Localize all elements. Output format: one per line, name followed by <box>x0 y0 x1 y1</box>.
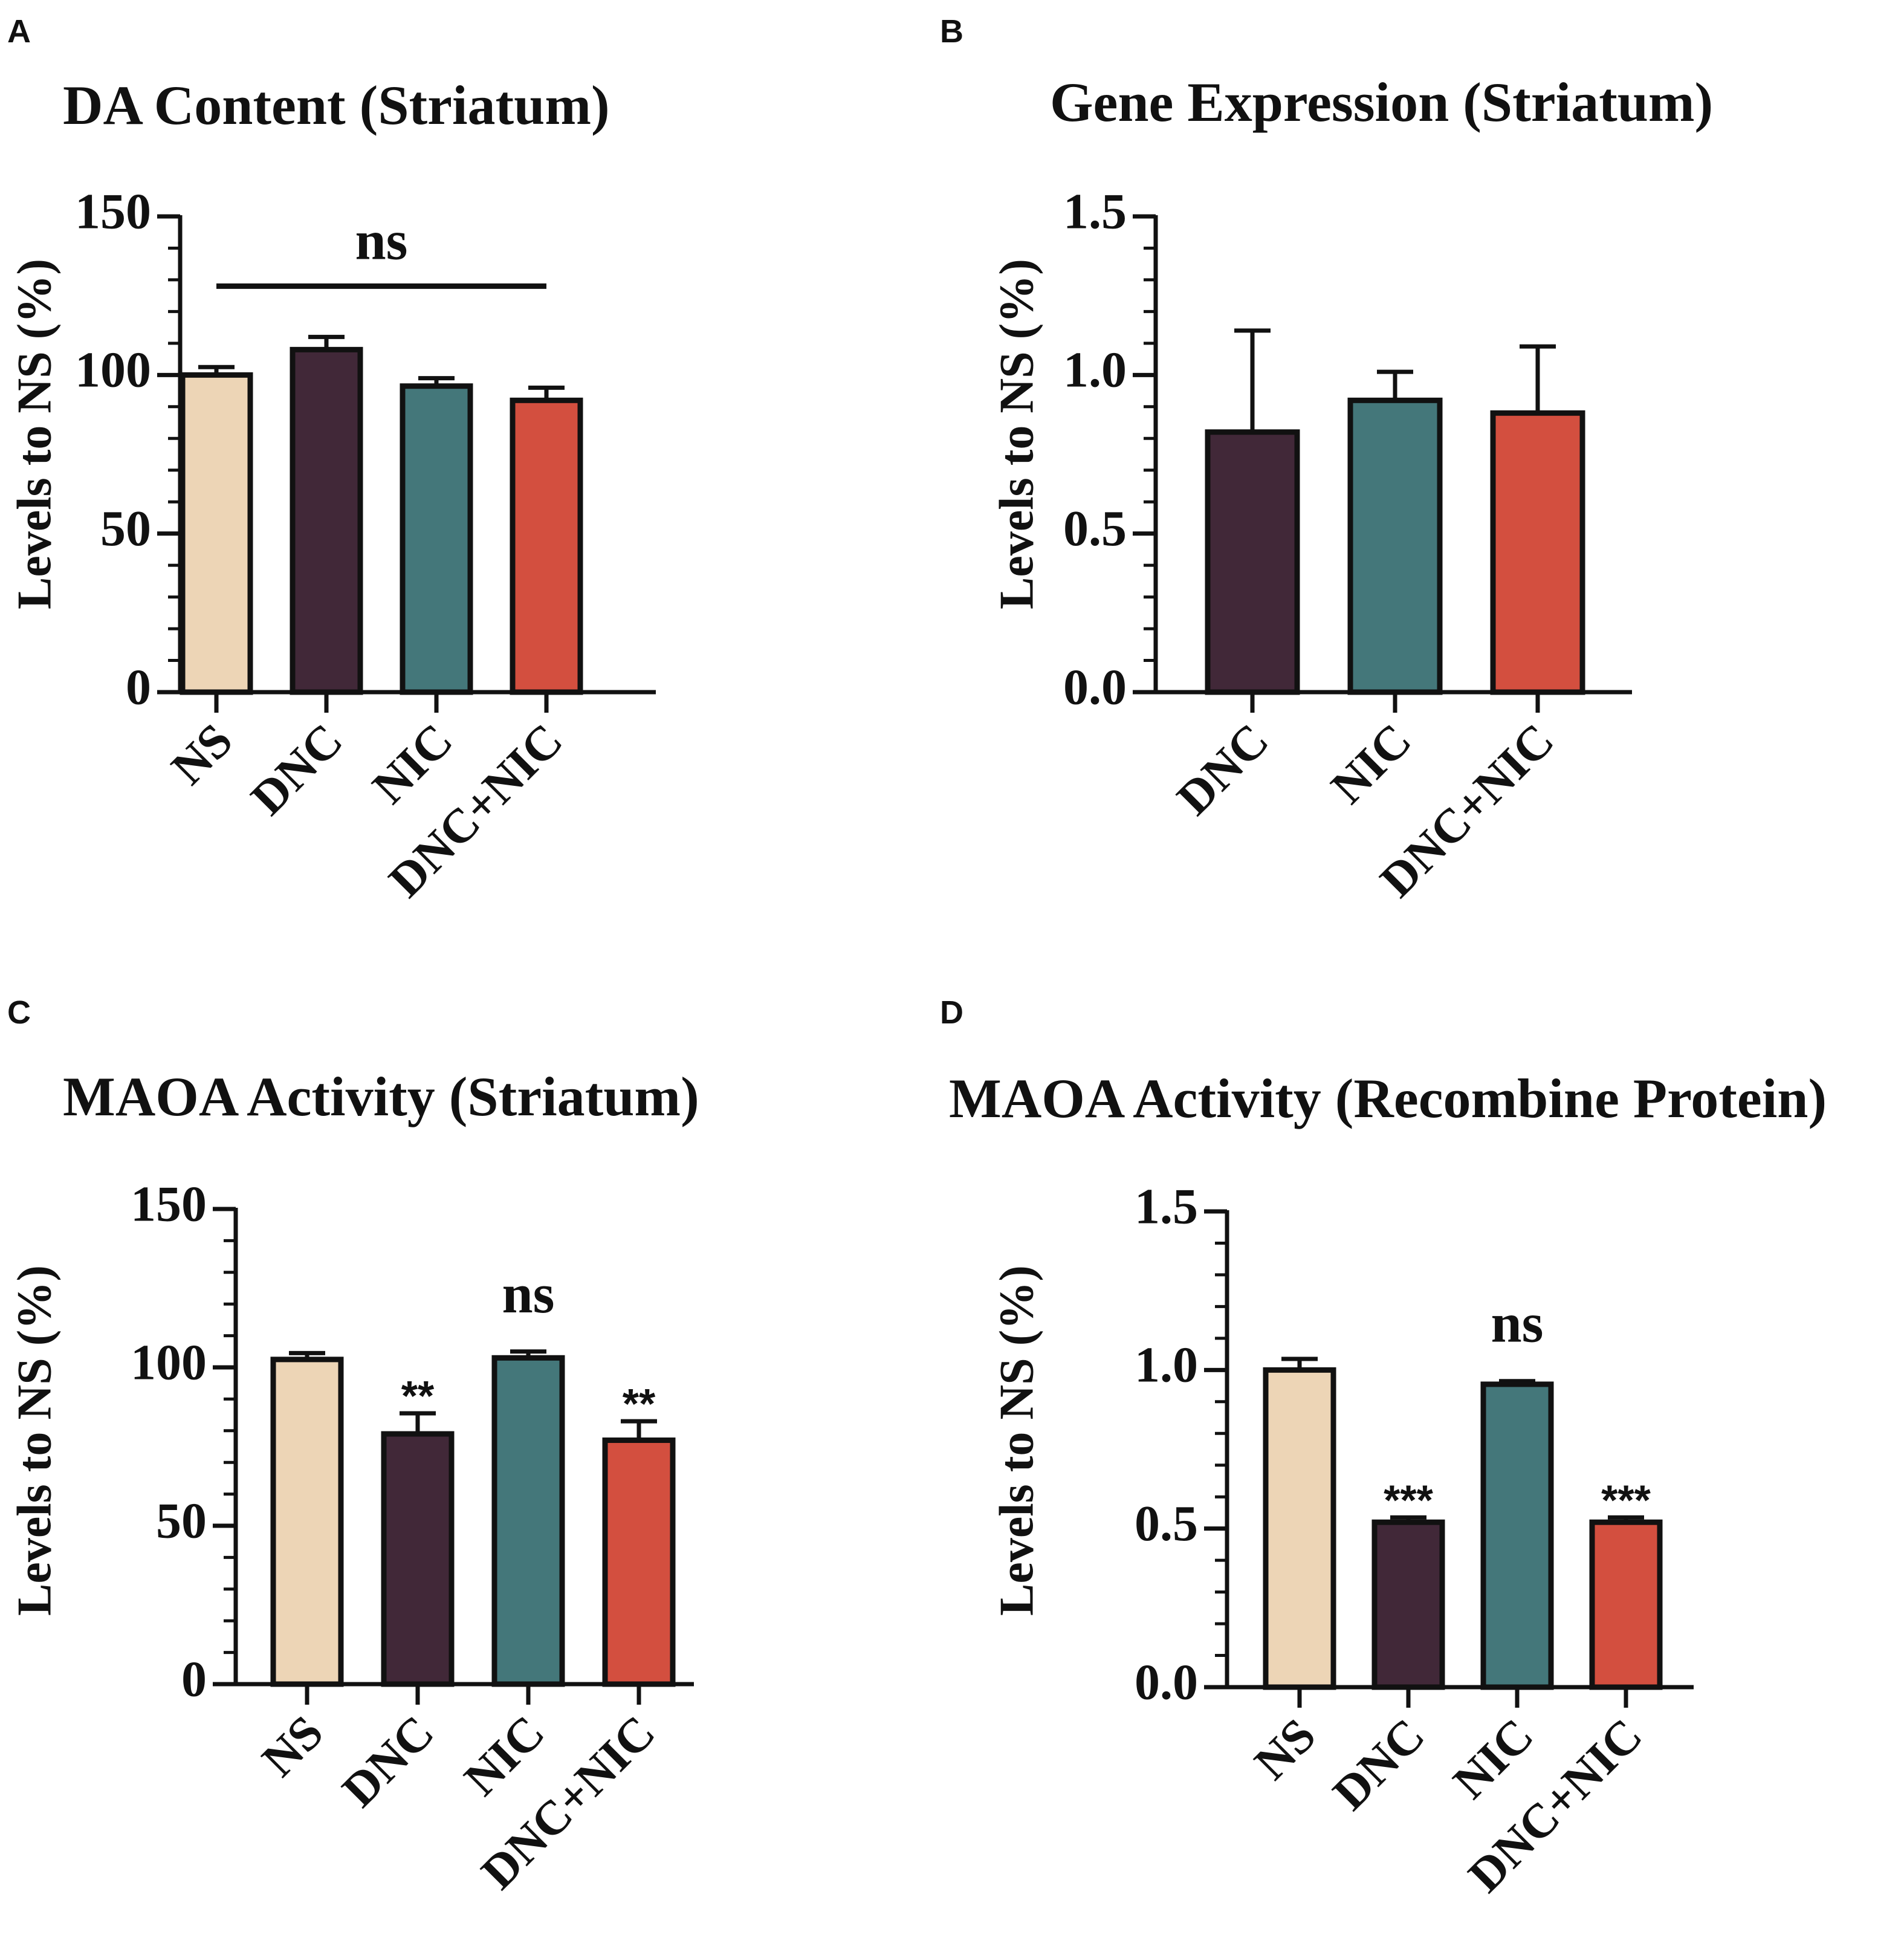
y-tick-label: 150 <box>75 183 151 239</box>
x-tick-label-nic: NIC <box>1443 1708 1544 1809</box>
y-tick-label: 0.5 <box>1135 1496 1198 1552</box>
y-tick-label: 0 <box>181 1651 207 1707</box>
significance-label-dnc: *** <box>1384 1476 1433 1523</box>
panel-d: D MAOA Activity (Recombine Protein) Levels… <box>940 994 1827 1902</box>
bar-dnc-plus-nic <box>1490 410 1585 695</box>
significance-label-dnc-plus-nic: *** <box>1601 1476 1651 1523</box>
bar-nic <box>1480 1381 1554 1690</box>
x-tick-label-ns: NS <box>161 713 243 795</box>
significance-label-nic: ns <box>1491 1292 1544 1354</box>
x-tick-label-nic: NIC <box>455 1705 555 1806</box>
x-tick-label-dnc: DNC <box>1323 1708 1435 1820</box>
y-tick-label: 150 <box>131 1176 207 1232</box>
bar-dnc <box>381 1431 455 1687</box>
bar-dnc <box>1205 429 1300 695</box>
panel-letter: B <box>940 13 963 50</box>
x-tick-label-ns: NS <box>252 1705 334 1787</box>
chart-title: Gene Expression (Striatum) <box>1050 71 1713 133</box>
panel-letter: A <box>7 13 31 50</box>
y-tick-label: 100 <box>131 1334 207 1390</box>
y-tick-label: 1.5 <box>1135 1178 1198 1234</box>
significance-label-dnc: ** <box>401 1372 435 1419</box>
panel-b: B Gene Expression (Striatum) Levels to NS … <box>940 13 1713 907</box>
significance-label-nic: ns <box>502 1263 555 1324</box>
y-tick-label: 1.0 <box>1063 342 1127 398</box>
bar-nic <box>1347 397 1443 695</box>
significance-bracket-label: ns <box>355 209 408 271</box>
significance-label-dnc-plus-nic: ** <box>623 1380 656 1427</box>
y-tick-label: 0.5 <box>1063 501 1127 557</box>
y-tick-label: 1.5 <box>1063 183 1127 239</box>
chart-title: MAOA Activity (Recombine Protein) <box>949 1068 1827 1129</box>
x-tick-label-nic: NIC <box>1321 713 1422 814</box>
bar-dnc-plus-nic <box>510 397 583 695</box>
x-tick-label-nic: NIC <box>363 713 463 814</box>
bar-nic <box>400 383 473 695</box>
y-tick-label: 1.0 <box>1135 1337 1198 1393</box>
x-tick-label-dnc: DNC <box>1167 713 1279 825</box>
bar-dnc <box>1371 1519 1445 1690</box>
y-tick-label: 0 <box>126 659 151 715</box>
y-axis-label: Levels to NS (%) <box>8 1265 61 1616</box>
x-tick-label-dnc: DNC <box>332 1705 444 1817</box>
y-tick-label: 100 <box>75 342 151 398</box>
y-axis-label: Levels to NS (%) <box>8 259 61 609</box>
panel-letter: C <box>7 994 31 1031</box>
bar-ns <box>270 1356 344 1687</box>
panel-a: A DA Content (Striatum) Levels to NS (%) 0 5… <box>7 13 656 907</box>
bar-dnc <box>290 346 363 695</box>
y-tick-label: 0.0 <box>1135 1654 1198 1710</box>
panel-c: C MAOA Activity (Striatum) Levels to NS (%… <box>7 994 699 1899</box>
x-tick-label-dnc: DNC <box>241 713 353 825</box>
bar-dnc-plus-nic <box>1589 1519 1663 1690</box>
y-tick-label: 50 <box>100 501 151 557</box>
bar-ns <box>1263 1367 1336 1690</box>
y-tick-label: 0.0 <box>1063 659 1127 715</box>
chart-title: DA Content (Striatum) <box>63 74 610 136</box>
y-axis-label: Levels to NS (%) <box>990 259 1043 609</box>
x-tick-label-ns: NS <box>1245 1708 1326 1790</box>
chart-title: MAOA Activity (Striatum) <box>63 1066 699 1127</box>
y-tick-label: 50 <box>156 1493 207 1549</box>
bar-ns <box>180 372 253 695</box>
bar-nic <box>491 1355 565 1687</box>
panel-letter: D <box>940 994 963 1031</box>
bar-dnc-plus-nic <box>602 1437 676 1687</box>
y-axis-label: Levels to NS (%) <box>990 1265 1043 1616</box>
